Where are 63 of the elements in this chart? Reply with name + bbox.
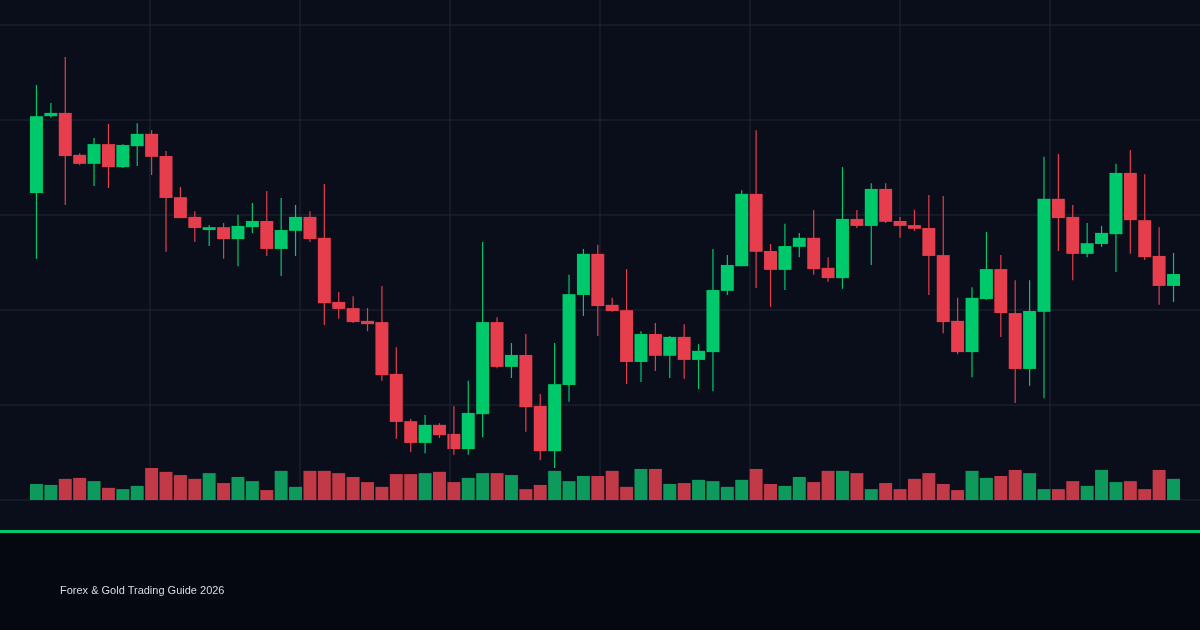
bar	[821, 470, 835, 500]
bar	[1152, 469, 1166, 500]
bar	[159, 471, 173, 500]
bar	[101, 487, 115, 500]
bar	[202, 473, 216, 500]
candlestick	[648, 322, 662, 372]
bar	[260, 490, 274, 500]
bar	[879, 483, 893, 500]
bar	[519, 489, 533, 500]
bar	[677, 483, 691, 500]
candlestick	[130, 122, 144, 167]
candlestick	[677, 323, 691, 380]
bar	[145, 468, 159, 500]
bar	[778, 485, 792, 500]
candlestick	[303, 210, 317, 243]
candlestick	[504, 342, 518, 379]
bar	[87, 481, 101, 500]
bar	[1023, 473, 1037, 500]
candlestick	[663, 335, 677, 379]
bar	[130, 485, 144, 500]
candlestick	[44, 102, 58, 119]
candlestick	[145, 129, 159, 176]
bar	[504, 475, 518, 500]
candlestick	[101, 123, 115, 189]
candlestick	[778, 223, 792, 291]
bar	[231, 476, 245, 500]
bar	[634, 468, 648, 500]
candlestick	[202, 224, 216, 247]
candlestick	[87, 137, 101, 187]
bar	[533, 484, 547, 500]
bar	[663, 484, 677, 500]
candlestick	[231, 214, 245, 267]
bar	[836, 470, 849, 500]
bar	[965, 470, 979, 500]
bar	[490, 473, 504, 500]
bar	[217, 483, 231, 500]
bar	[979, 477, 993, 500]
bar	[994, 476, 1008, 500]
candlestick	[792, 232, 806, 258]
text: Forex & Gold Trading Guide 2026	[60, 584, 225, 596]
candlestick	[821, 256, 835, 283]
candlestick	[116, 143, 130, 169]
bar	[1008, 469, 1022, 500]
bar	[116, 489, 130, 500]
candlestick	[850, 209, 864, 229]
bar	[562, 481, 576, 500]
bar	[864, 489, 878, 500]
bar	[303, 470, 317, 500]
bar	[807, 482, 821, 500]
bar	[591, 476, 605, 500]
bar	[548, 470, 562, 500]
bar	[418, 473, 432, 500]
candlestick	[418, 414, 432, 454]
bar	[1037, 489, 1051, 500]
bar	[792, 476, 806, 500]
bar	[1167, 478, 1180, 500]
candlestick	[217, 222, 231, 260]
candlestick	[245, 202, 259, 234]
bar	[850, 473, 864, 500]
candlestick	[1167, 252, 1180, 303]
bar	[245, 481, 259, 500]
bar	[648, 468, 662, 500]
bar	[576, 476, 590, 500]
